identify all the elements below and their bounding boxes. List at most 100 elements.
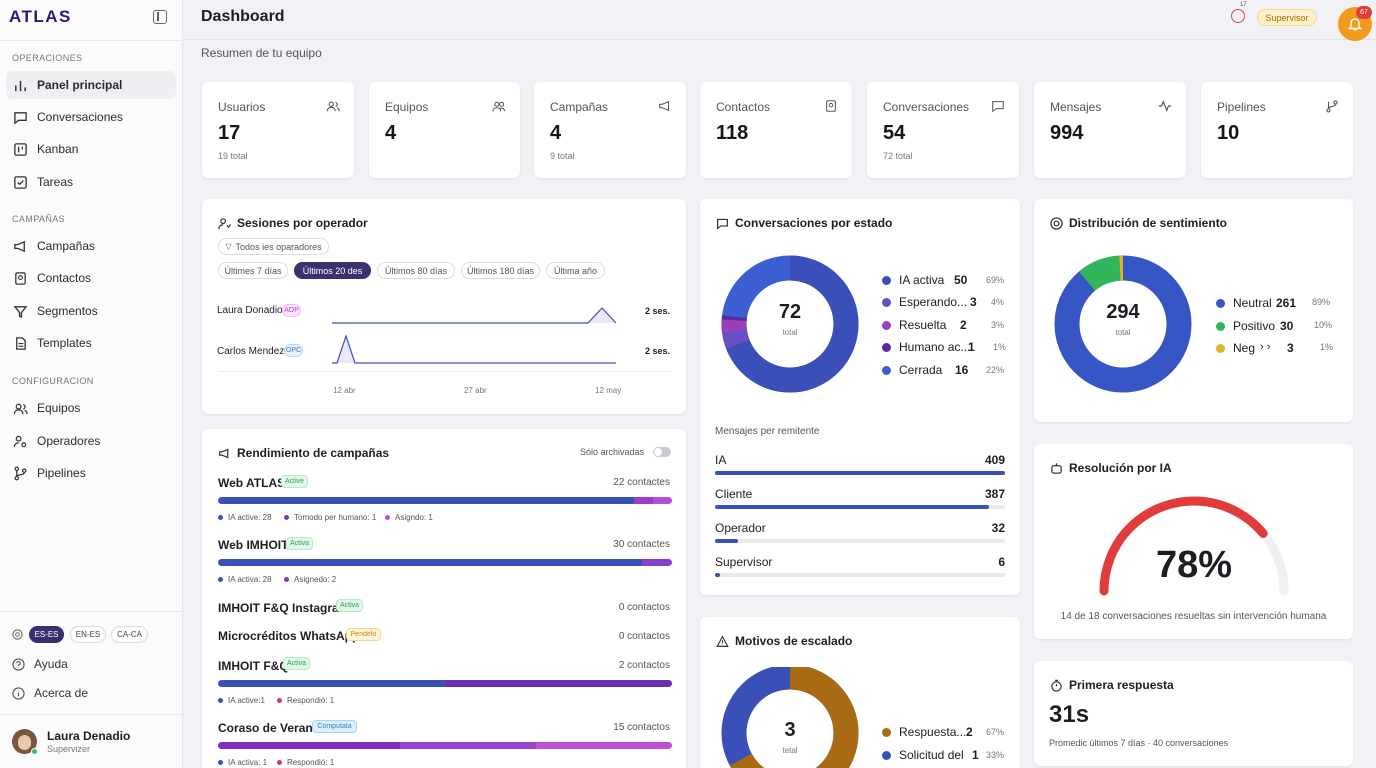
campaign-name[interactable]: IMHOIT F&Q Instagram [218,601,350,615]
sender-label: Cliente [715,487,753,501]
language-option-ca[interactable]: CA-CA [111,626,148,643]
notification-count-badge: 67 [1356,6,1372,19]
donut-total-label: tetal [782,746,798,755]
date-tick: 27 abr [464,386,487,395]
donut-segment-negativo [1054,255,1192,393]
online-status-dot [31,748,38,755]
campaign-contacts: 0 contactos [618,602,670,613]
donut-segment-ia-activa [721,255,859,393]
kpi-card-campanas[interactable]: Campañas 4 9 total [534,82,686,178]
sidebar-item-kanban[interactable]: Kanban [6,135,176,163]
kpi-card-usuarios[interactable]: Usuarios 17 19 total [202,82,354,178]
legend-value: 3 [1287,341,1294,355]
sidebar-item-campanas[interactable]: Campañas [6,232,176,260]
sidebar-item-pipelines[interactable]: Pipelines [6,459,176,487]
campaigns-title: Rendimiento de campañas [237,446,390,460]
legend-pct: 1% [993,342,1007,352]
resolution-caption: 14 de 18 conversaciones resueltas sin in… [1060,611,1327,622]
campaign-name[interactable]: Web ATLAS [218,476,286,490]
campaigns-card: Rendimiento de campañas Sólo archivadas … [202,429,686,768]
range-chip-20[interactable]: Últimos 20 des [294,262,371,279]
sender-value: 387 [984,487,1005,501]
campaign-name[interactable]: Coraso de Verano [218,721,321,735]
campaign-name[interactable]: Web IMHOIT [218,538,289,552]
campaign-status-badge: Pendelo [346,628,381,641]
archived-toggle-label: Sólo archivadas [580,447,645,457]
kpi-card-conversaciones[interactable]: Conversaciones 54 72 total [867,82,1019,178]
sidebar-item-label: Tareas [37,175,74,189]
sidebar-item-operadores[interactable]: Operadores [6,427,176,455]
chevron-right-icon[interactable]: › › [1260,341,1271,353]
section-operaciones: OPERACIONES [12,53,83,63]
target-icon [1050,216,1063,230]
help-icon [12,657,25,671]
about-link[interactable]: Acerca de [12,686,88,700]
legend-value: 1 [972,748,979,762]
range-chip-80[interactable]: Últimos 80 días [377,262,455,279]
gauge-fill [1099,496,1289,596]
language-option-es[interactable]: ES-ES [29,626,64,643]
timer-badge: 17 [1240,2,1247,8]
kpi-title: Conversaciones [883,100,970,114]
archived-toggle[interactable] [653,447,671,457]
campaign-status-badge: Activa [286,537,313,550]
sessions-title: Sesiones por operador [237,216,368,230]
campaign-legend-item: IA active: 28 [218,513,272,522]
card-title: Rendimiento de campañas [218,446,389,460]
operator-name: Carlos Mendez [217,346,285,357]
sender-label: Supervisor [715,555,773,569]
legend-value: 3 [970,295,977,309]
kpi-subtext: 9 total [550,151,575,161]
sidebar-item-panel-principal[interactable]: Panel principal [6,71,176,99]
legend-item: Humano ac... [882,340,970,354]
campaign-status-badge: Computata [312,720,357,733]
collapse-sidebar-icon[interactable] [153,10,167,24]
card-title: Primera respuesta [1050,678,1174,692]
sidebar-item-segmentos[interactable]: Segmentos [6,297,176,325]
range-chip-7[interactable]: Últimes 7 días [218,262,288,279]
operator-filter-label: Todos ies oparadores [235,241,322,252]
legend-value: 1 [968,340,975,354]
sidebar-item-templates[interactable]: Templates [6,329,176,357]
kpi-title: Usuarios [218,100,266,114]
escalation-title: Motivos de escalado [735,634,853,648]
chat-icon [992,101,1004,113]
sidebar-item-label: Equipos [37,401,81,415]
kpi-subtext: 19 total [218,151,248,161]
chat-icon [14,111,27,124]
legend-value: 16 [955,363,969,377]
help-link[interactable]: Ayuda [12,657,68,671]
campaign-status-badge: Activa [283,657,310,670]
sidebar-item-tareas[interactable]: Tareas [6,168,176,196]
legend-item: Esperando... [882,295,967,309]
kpi-card-pipelines[interactable]: Pipelines 10 [1201,82,1353,178]
kpi-card-equipos[interactable]: Equipos 4 [369,82,520,178]
timer-icon[interactable] [1231,9,1245,23]
sidebar-item-conversaciones[interactable]: Conversaciones [6,103,176,131]
kpi-title: Mensajes [1050,100,1102,114]
users-icon [326,101,340,112]
language-option-en[interactable]: EN-ES [70,626,106,643]
kpi-card-contactos[interactable]: Contactos 118 [700,82,852,178]
donut-total: 72 [778,301,802,323]
campaign-legend-item: Respondió: 1 [277,758,334,767]
campaign-name[interactable]: IMHOIT F&Q [218,659,289,673]
campaign-legend-item: Asigndo: 1 [385,513,433,522]
donut-segment-neutral [1054,255,1192,393]
campaign-progress-bar [218,680,672,687]
app-logo: ATLAS [9,7,72,26]
sidebar: ATLAS OPERACIONES Panel principal Conver… [0,0,183,768]
kpi-card-mensajes[interactable]: Mensajes 994 [1034,82,1186,178]
operator-tag: OPC [284,344,303,357]
campaign-progress-bar [218,742,672,749]
range-chip-year[interactable]: Última año [546,262,605,279]
range-chip-180[interactable]: Últimos 180 días [461,262,540,279]
operator-name: Laura Donadio [217,305,283,316]
sidebar-item-equipos[interactable]: Equipos [6,394,176,422]
legend-value: 2 [960,318,967,332]
kpi-value: 10 [1217,122,1240,144]
conv-state-donut [721,255,859,393]
campaign-name[interactable]: Microcréditos WhatsApp [218,629,360,643]
sidebar-item-contactos[interactable]: Contactos [6,264,176,292]
operator-filter-dropdown[interactable]: ▽ Todos ies oparadores [218,238,329,255]
